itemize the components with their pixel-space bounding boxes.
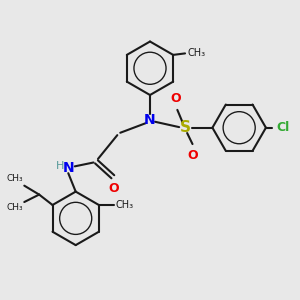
Text: S: S xyxy=(180,120,191,135)
Text: CH₃: CH₃ xyxy=(115,200,133,210)
Text: N: N xyxy=(62,161,74,175)
Text: O: O xyxy=(170,92,181,105)
Text: H: H xyxy=(56,161,65,171)
Text: O: O xyxy=(108,182,119,195)
Text: CH₃: CH₃ xyxy=(6,203,23,212)
Text: CH₃: CH₃ xyxy=(6,174,23,183)
Text: N: N xyxy=(144,113,156,127)
Text: O: O xyxy=(188,149,198,162)
Text: Cl: Cl xyxy=(276,121,290,134)
Text: CH₃: CH₃ xyxy=(188,48,206,59)
